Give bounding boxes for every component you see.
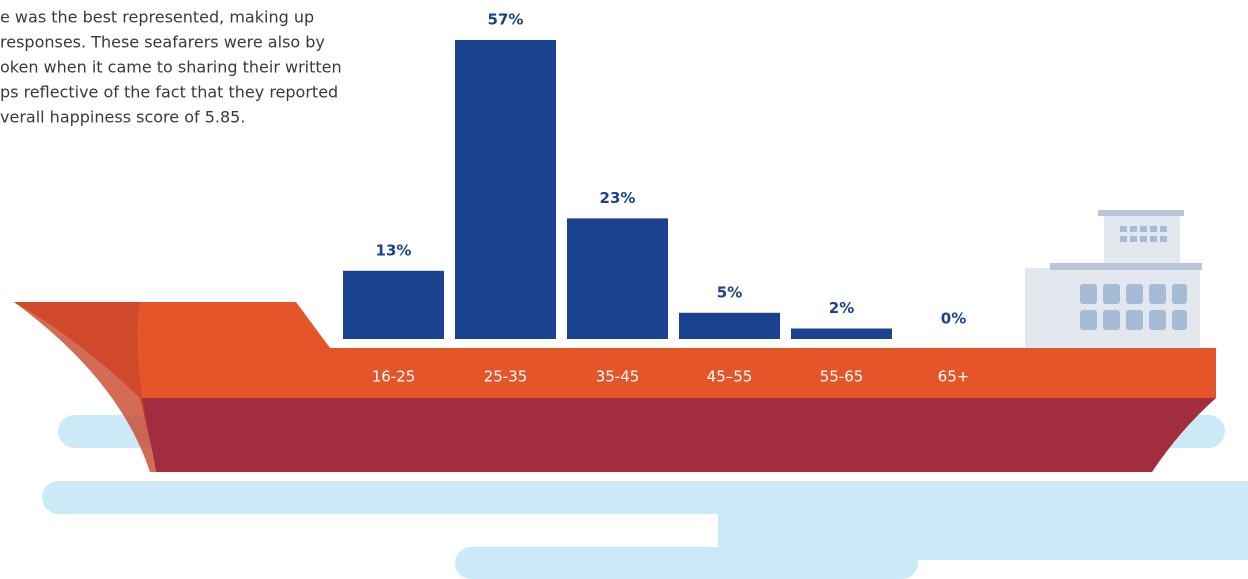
value-label: 0%	[941, 310, 966, 328]
description-line: verall happiness score of 5.85.	[0, 108, 245, 127]
bar	[455, 40, 556, 339]
description-line: e was the best represented, making up	[0, 8, 314, 27]
description: e was the best represented, making up re…	[0, 8, 342, 127]
category-label: 16-25	[372, 368, 416, 386]
value-label: 2%	[829, 299, 854, 317]
bar	[343, 270, 444, 339]
value-label: 5%	[717, 283, 742, 301]
description-line: responses. These seafarers were also by	[0, 33, 325, 52]
value-label: 23%	[600, 189, 636, 207]
category-label: 45–55	[707, 368, 753, 386]
category-label: 35-45	[596, 368, 640, 386]
bar-chart: 13% 16-25 57% 25-35 23% 35-45 5% 45–55 2% 55-65 0%…	[343, 11, 969, 386]
category-label: 55-65	[820, 368, 864, 386]
category-label: 25-35	[484, 368, 528, 386]
description-line: oken when it came to sharing their writt…	[0, 58, 342, 77]
value-label: 57%	[488, 11, 524, 29]
bar	[791, 328, 892, 339]
bar	[567, 218, 668, 339]
category-label: 65+	[938, 368, 970, 386]
bar	[679, 312, 780, 339]
ship	[14, 210, 1216, 472]
value-label: 13%	[376, 241, 412, 259]
description-line: ps reflective of the fact that they repo…	[0, 83, 338, 102]
